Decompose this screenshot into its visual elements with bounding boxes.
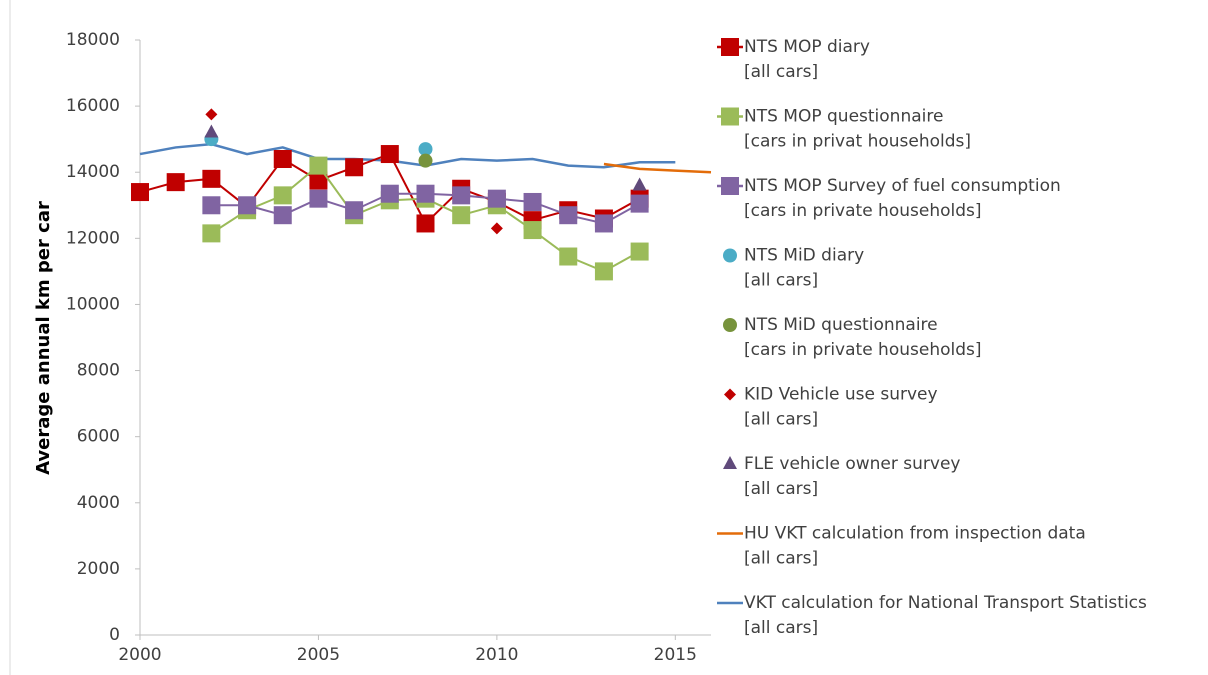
point bbox=[309, 171, 328, 190]
y-tick-label: 2000 bbox=[77, 559, 120, 579]
point bbox=[238, 196, 257, 215]
legend-detail: [cars in private households] bbox=[744, 340, 982, 360]
point bbox=[202, 224, 221, 243]
point bbox=[630, 242, 649, 261]
legend-marker bbox=[724, 388, 736, 401]
legend-marker bbox=[721, 107, 739, 126]
legend-detail: [cars in privat households] bbox=[744, 132, 971, 152]
point bbox=[487, 189, 506, 208]
y-axis-label: Average annual km per car bbox=[33, 201, 54, 475]
legend-detail: [all cars] bbox=[744, 549, 818, 569]
point bbox=[594, 214, 613, 233]
point bbox=[202, 196, 221, 215]
y-tick-label: 18000 bbox=[66, 30, 120, 50]
legend-detail: [all cars] bbox=[744, 271, 818, 291]
legend-marker bbox=[723, 456, 737, 469]
legend-label: FLE vehicle owner survey bbox=[744, 454, 960, 474]
point bbox=[452, 186, 471, 205]
legend-detail: [all cars] bbox=[744, 618, 818, 638]
point bbox=[273, 186, 292, 205]
y-tick-label: 0 bbox=[109, 625, 120, 645]
x-tick-label: 2015 bbox=[654, 645, 697, 665]
y-tick-label: 16000 bbox=[66, 96, 120, 116]
point bbox=[205, 108, 218, 121]
legend-marker bbox=[723, 318, 737, 332]
legend-label: NTS MOP diary bbox=[744, 37, 870, 57]
legend-label: NTS MiD diary bbox=[744, 246, 864, 266]
legend-label: HU VKT calculation from inspection data bbox=[744, 524, 1086, 544]
legend-detail: [all cars] bbox=[744, 410, 818, 430]
series-line bbox=[139, 142, 676, 169]
point bbox=[523, 221, 542, 240]
point bbox=[309, 189, 328, 208]
legend-label: VKT calculation for National Transport S… bbox=[744, 593, 1147, 613]
point bbox=[559, 206, 578, 225]
legend-marker bbox=[723, 248, 737, 263]
point bbox=[559, 247, 578, 266]
y-tick-label: 10000 bbox=[66, 294, 120, 314]
legend-label: NTS MOP questionnaire bbox=[744, 107, 943, 127]
point bbox=[452, 206, 471, 225]
y-tick-label: 4000 bbox=[77, 493, 120, 513]
point bbox=[380, 145, 399, 164]
y-tick-label: 6000 bbox=[77, 427, 120, 447]
point bbox=[273, 206, 292, 225]
point bbox=[418, 142, 433, 157]
x-tick-label: 2010 bbox=[475, 645, 518, 665]
point bbox=[418, 153, 433, 168]
legend-label: NTS MOP Survey of fuel consumption bbox=[744, 176, 1061, 196]
legend-detail: [cars in private households] bbox=[744, 201, 982, 221]
point bbox=[416, 214, 435, 233]
legend-detail: [all cars] bbox=[744, 62, 818, 82]
y-tick-label: 12000 bbox=[66, 228, 120, 248]
point bbox=[345, 201, 364, 220]
point bbox=[594, 262, 613, 281]
point bbox=[523, 192, 542, 211]
point bbox=[204, 124, 219, 138]
point bbox=[630, 194, 649, 213]
point bbox=[632, 177, 647, 191]
legend-marker bbox=[721, 177, 739, 195]
point bbox=[273, 150, 292, 168]
point bbox=[166, 173, 185, 192]
legend-marker bbox=[721, 38, 739, 56]
point bbox=[202, 169, 221, 188]
point bbox=[309, 156, 328, 175]
y-tick-label: 8000 bbox=[77, 361, 120, 381]
point bbox=[345, 158, 364, 177]
legend-detail: [all cars] bbox=[744, 479, 818, 499]
point bbox=[416, 184, 435, 203]
x-tick-label: 2005 bbox=[297, 645, 340, 665]
x-tick-label: 2000 bbox=[118, 645, 161, 665]
series-line bbox=[603, 162, 712, 174]
point bbox=[380, 184, 399, 203]
legend-label: KID Vehicle use survey bbox=[744, 385, 938, 405]
legend-label: NTS MiD questionnaire bbox=[744, 315, 938, 335]
point bbox=[490, 222, 503, 235]
point bbox=[131, 183, 149, 202]
y-tick-label: 14000 bbox=[66, 162, 120, 182]
